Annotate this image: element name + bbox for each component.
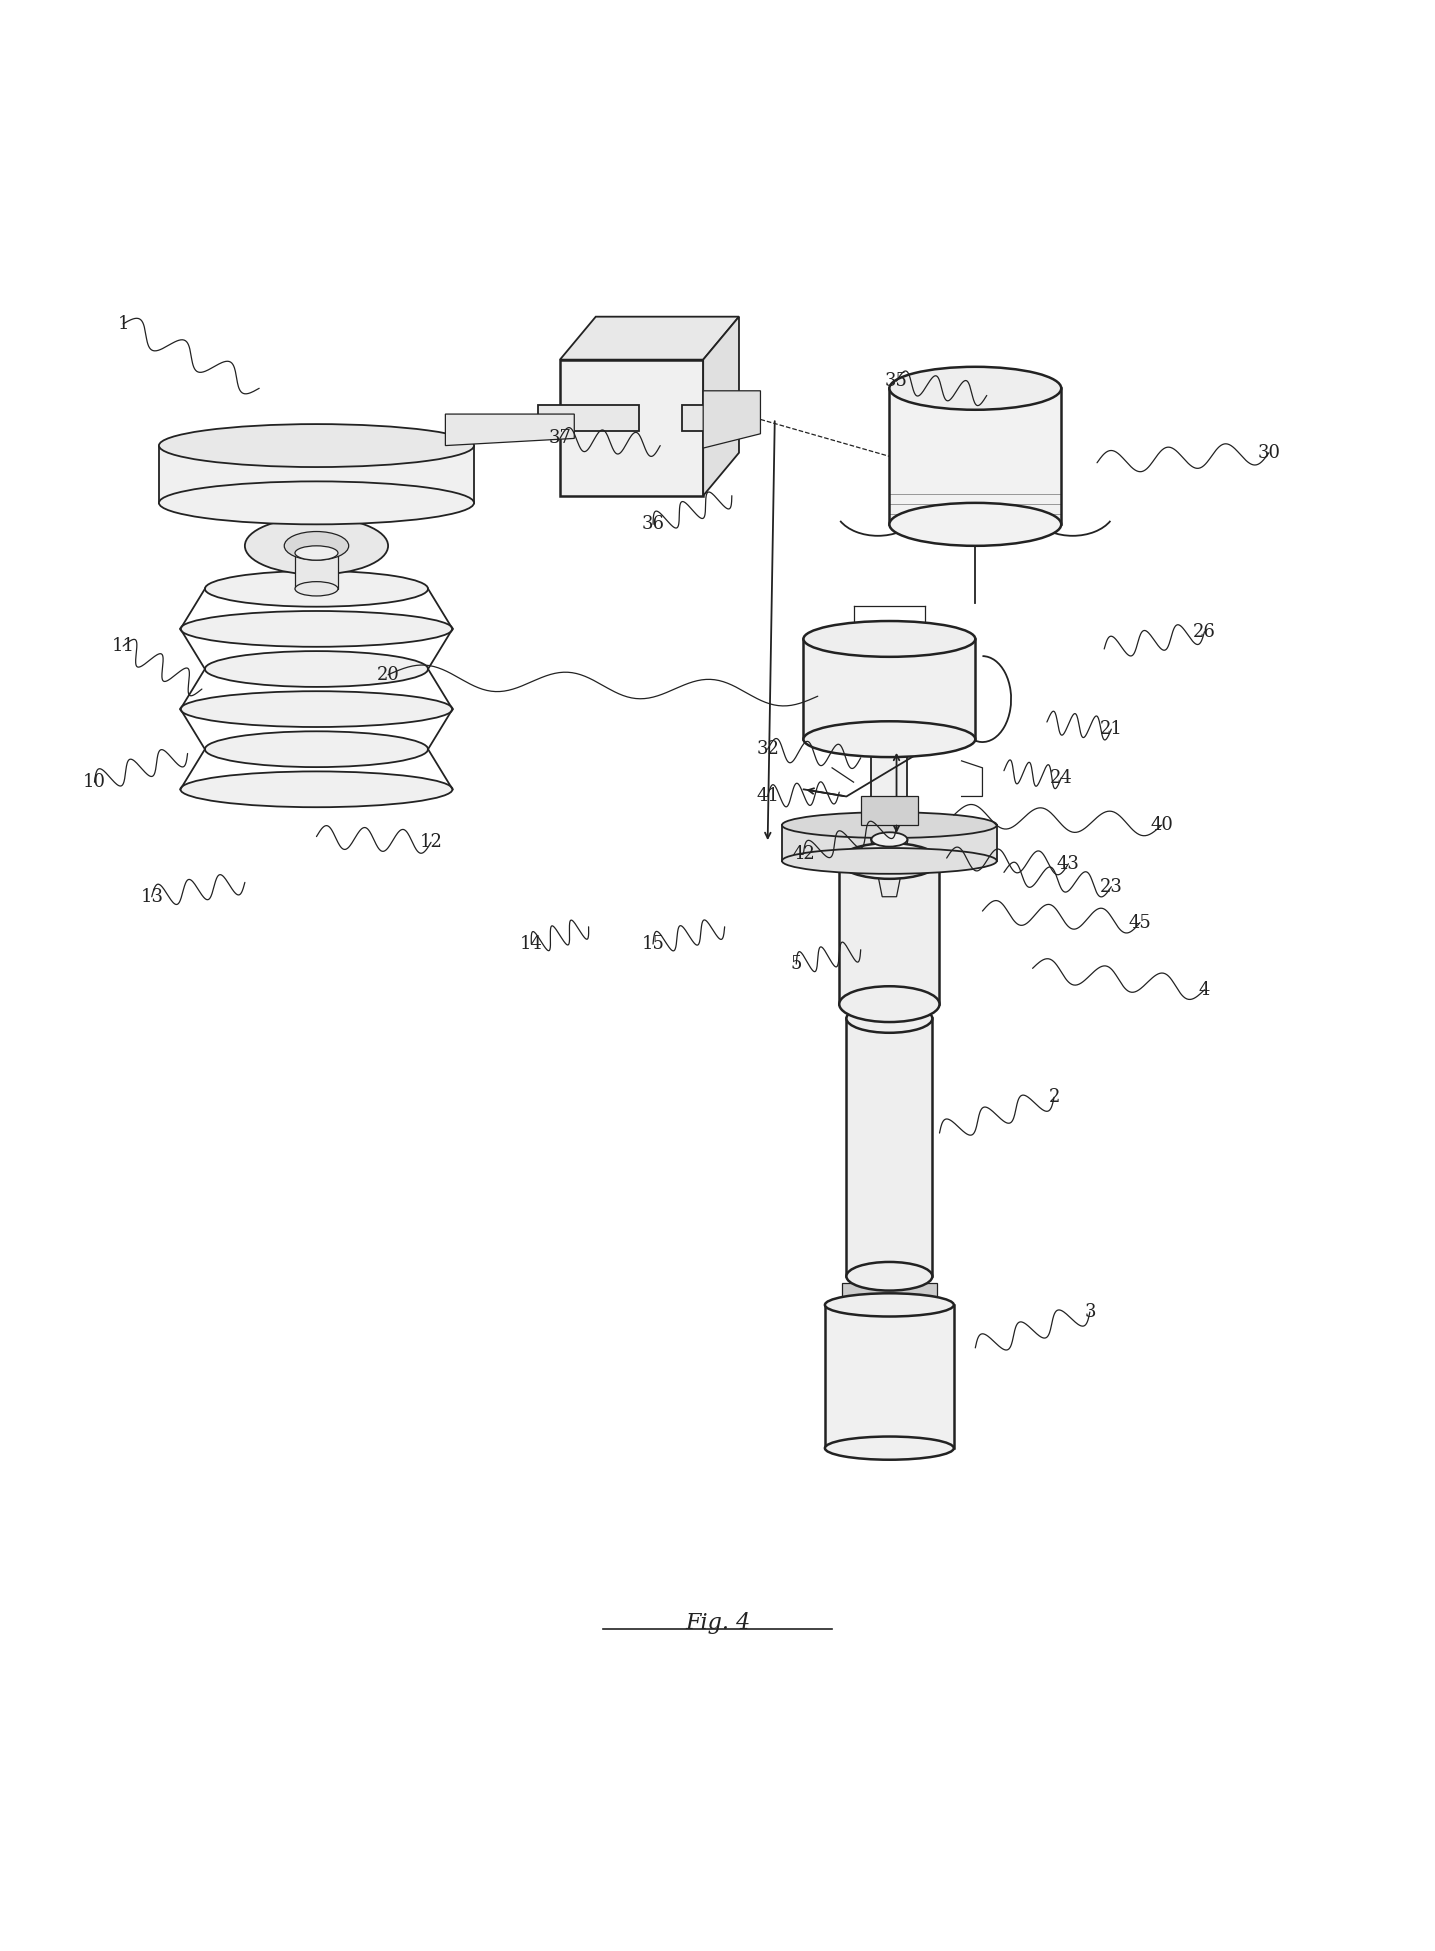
Text: 37: 37	[548, 429, 571, 447]
Polygon shape	[445, 414, 574, 445]
Text: 40: 40	[1149, 816, 1172, 835]
Ellipse shape	[782, 812, 997, 839]
Text: 32: 32	[756, 739, 779, 759]
Ellipse shape	[839, 987, 940, 1022]
Polygon shape	[782, 825, 997, 860]
Text: 11: 11	[112, 638, 135, 656]
Polygon shape	[871, 839, 908, 897]
Text: 43: 43	[1058, 855, 1079, 872]
Text: 15: 15	[641, 935, 664, 952]
Ellipse shape	[847, 1005, 933, 1032]
Polygon shape	[703, 390, 761, 449]
Ellipse shape	[205, 652, 428, 687]
Polygon shape	[842, 1284, 937, 1305]
Polygon shape	[560, 316, 739, 359]
Ellipse shape	[804, 722, 976, 757]
Text: 36: 36	[641, 515, 664, 533]
Text: 23: 23	[1099, 878, 1122, 896]
Ellipse shape	[847, 1262, 933, 1292]
Text: 35: 35	[885, 373, 908, 390]
Ellipse shape	[181, 771, 452, 808]
Polygon shape	[871, 747, 907, 839]
Ellipse shape	[284, 531, 349, 560]
Text: 1: 1	[118, 314, 129, 334]
Ellipse shape	[890, 503, 1062, 546]
Text: 26: 26	[1192, 622, 1215, 640]
Polygon shape	[159, 445, 474, 503]
Ellipse shape	[871, 739, 907, 753]
Ellipse shape	[205, 732, 428, 767]
Ellipse shape	[159, 423, 474, 466]
Text: Fig. 4: Fig. 4	[684, 1612, 751, 1633]
Text: 24: 24	[1050, 769, 1072, 786]
Text: 10: 10	[83, 773, 106, 792]
Text: 12: 12	[419, 833, 442, 851]
Text: 2: 2	[1049, 1089, 1060, 1106]
Ellipse shape	[159, 482, 474, 525]
Ellipse shape	[245, 517, 387, 574]
Ellipse shape	[296, 546, 339, 560]
Ellipse shape	[181, 611, 452, 648]
FancyBboxPatch shape	[538, 406, 639, 431]
Text: 4: 4	[1198, 981, 1210, 999]
Polygon shape	[296, 552, 339, 589]
Text: 21: 21	[1099, 720, 1122, 737]
Text: 14: 14	[519, 935, 542, 952]
Text: 3: 3	[1083, 1303, 1096, 1321]
Ellipse shape	[871, 833, 907, 847]
Polygon shape	[861, 796, 918, 825]
Text: 5: 5	[791, 956, 802, 974]
Ellipse shape	[296, 581, 339, 595]
Text: 13: 13	[141, 888, 164, 905]
Text: 41: 41	[756, 788, 779, 806]
Ellipse shape	[890, 367, 1062, 410]
Text: 45: 45	[1129, 913, 1151, 931]
Polygon shape	[703, 316, 739, 496]
Ellipse shape	[839, 843, 940, 878]
Polygon shape	[804, 638, 976, 739]
Ellipse shape	[825, 1436, 954, 1459]
FancyBboxPatch shape	[682, 406, 761, 431]
Ellipse shape	[181, 691, 452, 728]
Ellipse shape	[804, 620, 976, 657]
Ellipse shape	[782, 849, 997, 874]
Text: 30: 30	[1257, 443, 1280, 462]
Ellipse shape	[205, 572, 428, 607]
Polygon shape	[560, 359, 703, 496]
Ellipse shape	[825, 1294, 954, 1317]
Text: 20: 20	[376, 665, 399, 683]
Polygon shape	[847, 1018, 933, 1276]
Polygon shape	[890, 388, 1062, 525]
Polygon shape	[825, 1305, 954, 1448]
Polygon shape	[839, 860, 940, 1005]
Text: 42: 42	[792, 845, 815, 862]
